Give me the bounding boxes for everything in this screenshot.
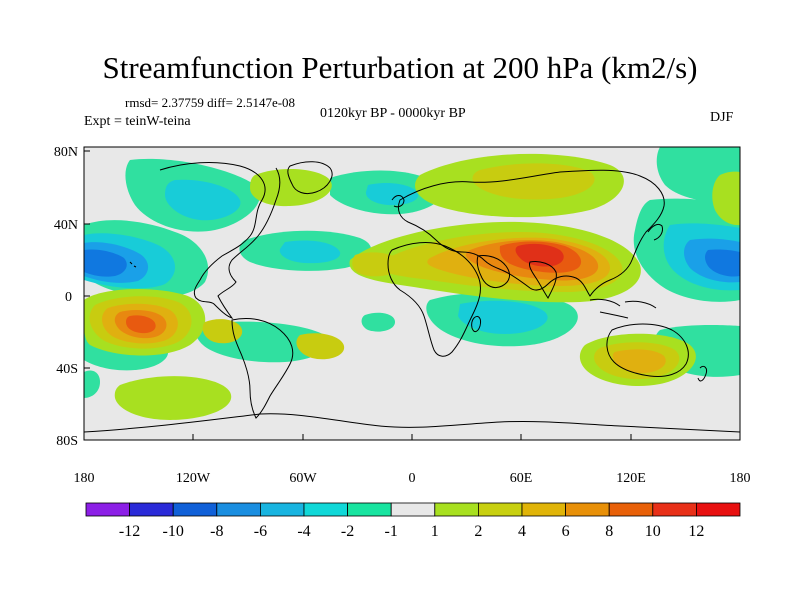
contour-region-positive-south-atlantic-small <box>296 333 345 360</box>
contour-region-positive-south-pacific-peak <box>126 315 156 334</box>
contour-region-negative-atlantic-core <box>279 240 341 264</box>
coastline-north-america <box>159 162 281 319</box>
coastline-australia <box>606 323 689 377</box>
lon-label-60e: 60E <box>510 471 533 486</box>
colorbar-swatch <box>303 502 348 517</box>
colorbar-swatch <box>608 502 654 517</box>
lat-label-40n: 40N <box>54 218 78 233</box>
colorbar-label: 8 <box>605 523 613 540</box>
colorbar-label: -10 <box>163 523 184 540</box>
colorbar-label: -2 <box>341 523 354 540</box>
colorbar-swatch <box>216 502 261 517</box>
coastline-india <box>529 261 557 299</box>
colorbar-swatch <box>129 502 174 517</box>
colorbar-swatch <box>521 502 566 517</box>
coastline-africa <box>387 242 481 357</box>
colorbar-label: 6 <box>562 523 570 540</box>
contour-region-negative-europe-core <box>365 183 419 206</box>
coastline-antarctica <box>84 413 740 433</box>
colorbar-label: 10 <box>645 523 661 540</box>
colorbar-swatch <box>347 502 392 517</box>
colorbar-swatch <box>652 502 697 517</box>
contour-region-positive-southern-ocean <box>114 376 232 420</box>
lon-label-120w: 120W <box>176 471 211 486</box>
coastline-uk <box>391 195 405 208</box>
colorbar-label: 12 <box>688 523 704 540</box>
lat-label-eq: 0 <box>65 290 72 305</box>
colorbar-swatch <box>390 502 436 517</box>
lon-label-120e: 120E <box>616 471 646 486</box>
contour-region-negative-pacific-north-center <box>84 249 127 277</box>
coastline-indonesia <box>589 298 657 319</box>
colorbar-label: -1 <box>385 523 398 540</box>
colorbar-swatch <box>85 502 130 517</box>
colorbar-label: 4 <box>518 523 526 540</box>
coastline-japan <box>647 223 663 241</box>
colorbar-label: 2 <box>474 523 482 540</box>
colorbar-label: 1 <box>431 523 439 540</box>
colorbar: -12 -10 -8 -6 -4 -2 -1 1 2 4 6 8 10 12 <box>85 502 741 540</box>
colorbar-label: -12 <box>119 523 140 540</box>
coastline-greenland <box>287 161 333 195</box>
lat-label-40s: 40S <box>56 362 78 377</box>
coastlines <box>84 161 740 433</box>
chart-title: Streamfunction Perturbation at 200 hPa (… <box>102 50 698 85</box>
lon-label-180w: 180 <box>74 471 95 486</box>
contour-region-negative-west-pacific-center <box>705 249 740 277</box>
coastline-eurasia <box>397 169 665 297</box>
colorbar-swatch <box>477 502 523 517</box>
coastline-hawaii <box>129 261 137 268</box>
contour-region-positive-tropical-asia-peak <box>515 243 564 267</box>
colorbar-swatch <box>565 502 610 517</box>
coastline-madagascar <box>471 315 481 333</box>
contour-region-negative-canada-core <box>165 179 241 221</box>
contour-field <box>84 147 740 440</box>
lat-labels: 80N 40N 0 40S 80S <box>54 145 78 449</box>
contour-region-positive-asia-north-core <box>472 163 595 200</box>
colorbar-swatch <box>434 502 479 517</box>
colorbar-swatch <box>696 502 741 517</box>
contour-region-positive-north-pacific-east <box>712 171 740 226</box>
colorbar-label: -6 <box>254 523 267 540</box>
lat-label-80s: 80S <box>56 434 78 449</box>
period-label: 0120kyr BP - 0000kyr BP <box>320 106 466 121</box>
lon-label-0: 0 <box>409 471 416 486</box>
lon-label-60w: 60W <box>289 471 317 486</box>
lon-label-180e: 180 <box>730 471 751 486</box>
contour-region-positive-greenland <box>250 168 332 207</box>
contour-region-negative-south-indian-west <box>361 312 395 332</box>
coastline-arabia <box>476 255 510 289</box>
contour-region-positive-east-pacific-southwest <box>84 370 100 398</box>
lon-labels: 180 120W 60W 0 60E 120E 180 <box>74 471 751 486</box>
coastline-south-america <box>231 317 294 419</box>
colorbar-label: -4 <box>297 523 310 540</box>
season-label: DJF <box>710 110 734 125</box>
contour-region-positive-australia-inner <box>612 349 666 374</box>
colorbar-swatch <box>172 502 218 517</box>
axis-ticks <box>84 150 632 441</box>
colorbar-swatch <box>259 502 305 517</box>
coastline-new-zealand <box>697 365 707 382</box>
rmsd-diff-stats: rmsd= 2.37759 diff= 2.5147e-08 <box>125 95 296 110</box>
experiment-label: Expt = teinW-teina <box>84 114 191 129</box>
colorbar-label: -8 <box>210 523 223 540</box>
lat-label-80n: 80N <box>54 145 78 160</box>
